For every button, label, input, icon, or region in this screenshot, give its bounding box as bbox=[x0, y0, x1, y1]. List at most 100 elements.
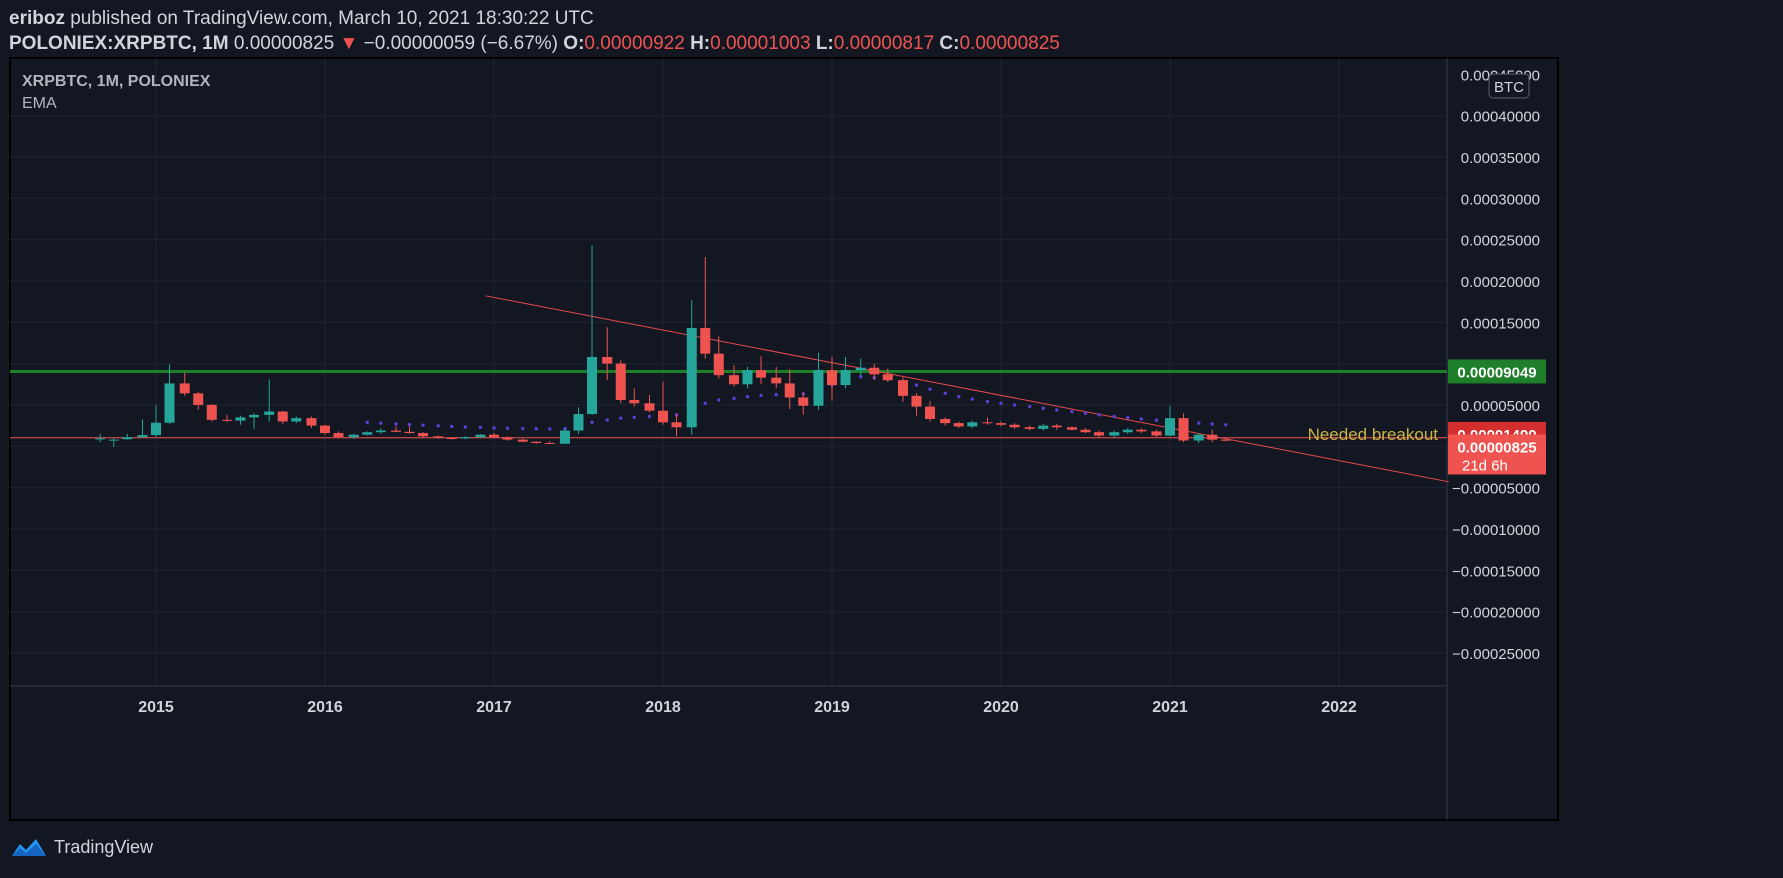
candle-body bbox=[179, 383, 190, 394]
ema-point bbox=[732, 396, 736, 401]
candle bbox=[1066, 426, 1077, 431]
candle-body bbox=[433, 436, 444, 438]
candle-body bbox=[798, 397, 809, 406]
candle bbox=[827, 356, 837, 401]
candle bbox=[728, 365, 739, 387]
candle-body bbox=[1038, 425, 1049, 429]
candle bbox=[95, 433, 106, 443]
close-value: 0.00000825 bbox=[959, 33, 1060, 54]
candle-body bbox=[573, 414, 584, 431]
price-tick-label: 0.00035000 bbox=[1461, 150, 1540, 167]
ema-point bbox=[632, 415, 636, 420]
price-label-text: 0.00000825 bbox=[1457, 439, 1536, 456]
ema-point bbox=[450, 424, 454, 429]
candle bbox=[855, 358, 866, 376]
ema-point bbox=[703, 401, 707, 405]
candle-body bbox=[475, 434, 486, 438]
ema-point bbox=[463, 425, 467, 429]
ema-point bbox=[590, 420, 594, 424]
candle bbox=[291, 416, 302, 424]
candle-body bbox=[206, 404, 217, 420]
ema-point bbox=[759, 393, 763, 398]
ema-point bbox=[1154, 418, 1159, 422]
candle bbox=[1024, 425, 1035, 431]
candle-body bbox=[1165, 418, 1175, 436]
publisher-name[interactable]: eriboz bbox=[9, 8, 65, 29]
candle bbox=[122, 433, 133, 440]
candle-body bbox=[742, 370, 753, 385]
ema-point bbox=[999, 401, 1003, 405]
currency-badge-label: BTC bbox=[1494, 79, 1524, 96]
time-axis-labels: 2015 2016 2017 2018 2019 2020 2021 2022 bbox=[138, 699, 1357, 716]
candle bbox=[531, 441, 542, 444]
candle bbox=[277, 410, 288, 424]
tradingview-footer[interactable]: TradingView bbox=[10, 836, 153, 858]
candle bbox=[164, 364, 175, 424]
candle bbox=[433, 435, 444, 439]
candle bbox=[671, 414, 682, 437]
candle bbox=[911, 393, 922, 416]
candle bbox=[713, 336, 724, 379]
candle bbox=[573, 407, 584, 434]
candle-body bbox=[193, 393, 204, 405]
candle-body bbox=[728, 375, 739, 385]
candle bbox=[700, 256, 711, 359]
time-tick-label: 2018 bbox=[645, 699, 681, 716]
legend-indicator: EMA bbox=[22, 95, 57, 112]
chart-legend: XRPBTC, 1M, POLONIEX EMA bbox=[22, 73, 211, 112]
candle-body bbox=[840, 370, 851, 386]
symbol-label: POLONIEX:XRPBTC, 1M bbox=[9, 33, 229, 54]
candle-body bbox=[713, 353, 724, 376]
time-tick-label: 2016 bbox=[307, 699, 343, 716]
candle bbox=[502, 436, 513, 441]
candle-body bbox=[108, 439, 119, 441]
currency-badge: BTC bbox=[1488, 73, 1530, 99]
candle-body bbox=[827, 370, 837, 386]
candle-body bbox=[460, 437, 471, 439]
candle bbox=[306, 416, 317, 429]
ema-point bbox=[436, 424, 440, 428]
ema-point bbox=[1210, 422, 1214, 426]
candle bbox=[206, 404, 217, 422]
candle-body bbox=[671, 422, 682, 428]
ema-point bbox=[379, 421, 383, 425]
ema-point bbox=[421, 423, 425, 427]
candle bbox=[193, 391, 204, 410]
candle-body bbox=[1220, 439, 1231, 441]
candle-body bbox=[1051, 425, 1062, 428]
candle-body bbox=[1009, 424, 1020, 428]
ema-point bbox=[548, 427, 552, 431]
candle-body bbox=[404, 431, 415, 434]
candle-body bbox=[784, 383, 795, 398]
currency-badge-box bbox=[1488, 73, 1530, 99]
candle-body bbox=[925, 406, 936, 419]
candle bbox=[446, 437, 457, 440]
candle bbox=[897, 377, 908, 402]
ema-point bbox=[1028, 404, 1032, 409]
legend-title: XRPBTC, 1M, POLONIEX bbox=[22, 73, 211, 90]
candle-body bbox=[320, 425, 330, 434]
candle-body bbox=[1122, 429, 1133, 433]
ema-point bbox=[745, 394, 750, 399]
candle-body bbox=[1178, 418, 1189, 441]
candle bbox=[320, 424, 330, 435]
time-tick-label: 2020 bbox=[983, 699, 1019, 716]
open-value: 0.00000922 bbox=[584, 33, 685, 54]
candle-body bbox=[882, 374, 893, 381]
candle bbox=[460, 436, 471, 440]
candle bbox=[517, 438, 528, 443]
candle-body bbox=[982, 422, 993, 424]
candle bbox=[489, 433, 499, 438]
candle-body bbox=[1094, 432, 1105, 436]
ema-point bbox=[478, 425, 483, 430]
candle-body bbox=[587, 356, 598, 415]
candle bbox=[544, 441, 555, 444]
price-chart[interactable]: 0.000450000.000400000.000350000.00030000… bbox=[0, 0, 1783, 830]
candle-body bbox=[1151, 431, 1162, 436]
published-text: published on TradingView.com, March 10, … bbox=[70, 8, 594, 29]
candle-body bbox=[967, 422, 978, 427]
down-arrow-icon: ▼ bbox=[339, 33, 359, 54]
candle bbox=[151, 404, 161, 438]
ema-point bbox=[774, 392, 778, 397]
candle bbox=[996, 421, 1006, 427]
